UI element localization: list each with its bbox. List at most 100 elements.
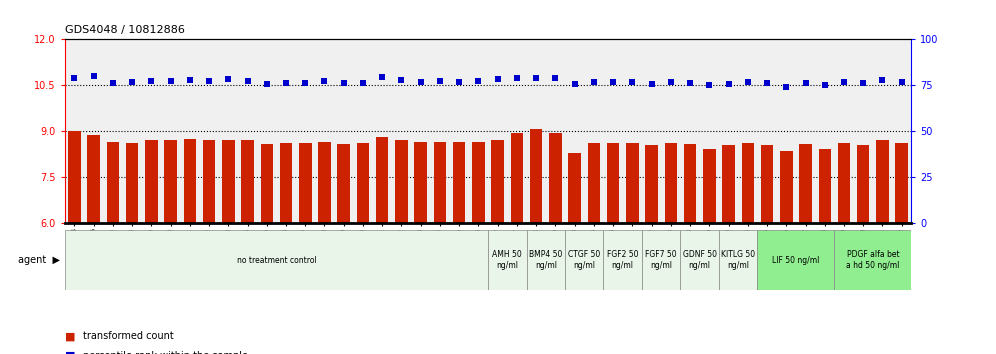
Text: ■: ■ [65, 331, 79, 341]
FancyBboxPatch shape [565, 230, 604, 290]
Bar [395, 139, 407, 223]
Point [374, 74, 390, 80]
Text: GDNF 50
ng/ml: GDNF 50 ng/ml [682, 251, 717, 270]
FancyBboxPatch shape [835, 230, 911, 290]
FancyBboxPatch shape [65, 230, 488, 290]
Point [778, 84, 794, 90]
Text: PDGF alfa bet
a hd 50 ng/ml: PDGF alfa bet a hd 50 ng/ml [847, 251, 899, 270]
Point [201, 79, 217, 84]
Bar [530, 130, 543, 223]
Bar [491, 139, 504, 223]
Bar [338, 144, 350, 223]
FancyBboxPatch shape [719, 230, 757, 290]
Point [798, 80, 814, 86]
Point [701, 82, 717, 88]
Bar [357, 143, 370, 223]
Text: agent  ▶: agent ▶ [18, 255, 60, 265]
Bar [664, 143, 677, 223]
Text: transformed count: transformed count [83, 331, 173, 341]
Bar [68, 131, 81, 223]
Point [663, 79, 679, 85]
Point [490, 76, 506, 82]
Point [124, 79, 140, 85]
Bar [433, 142, 446, 223]
Point [355, 80, 371, 86]
Text: no treatment control: no treatment control [236, 256, 317, 265]
Bar [145, 139, 157, 223]
Bar [261, 144, 273, 223]
Text: BMP4 50
ng/ml: BMP4 50 ng/ml [529, 251, 563, 270]
Bar [125, 143, 138, 223]
FancyBboxPatch shape [757, 230, 835, 290]
Bar [626, 143, 638, 223]
Bar [241, 139, 254, 223]
Bar [742, 143, 754, 223]
Point [278, 80, 294, 86]
Text: FGF7 50
ng/ml: FGF7 50 ng/ml [645, 251, 677, 270]
Bar [549, 132, 562, 223]
Point [105, 80, 121, 86]
Point [586, 79, 602, 84]
Point [817, 82, 833, 88]
Point [220, 76, 236, 82]
Point [317, 78, 333, 84]
Point [548, 75, 564, 81]
Text: KITLG 50
ng/ml: KITLG 50 ng/ml [721, 251, 755, 270]
Bar [203, 139, 215, 223]
Point [86, 74, 102, 79]
Bar [819, 149, 831, 223]
Point [393, 77, 409, 83]
Bar [299, 143, 312, 223]
Bar [857, 145, 870, 223]
Point [240, 78, 256, 84]
Bar [414, 142, 427, 223]
Bar [645, 145, 657, 223]
Point [528, 75, 544, 80]
Point [143, 78, 159, 84]
Bar [838, 143, 851, 223]
Point [470, 78, 486, 84]
Point [412, 79, 428, 84]
Bar [164, 139, 177, 223]
Point [567, 81, 583, 87]
Text: AMH 50
ng/ml: AMH 50 ng/ml [492, 251, 522, 270]
Bar [88, 135, 100, 223]
Text: LIF 50 ng/ml: LIF 50 ng/ml [772, 256, 820, 265]
Point [874, 77, 890, 83]
Point [624, 79, 640, 85]
Bar [280, 143, 292, 223]
FancyBboxPatch shape [604, 230, 642, 290]
Bar [607, 143, 620, 223]
Point [182, 77, 198, 83]
Bar [183, 139, 196, 223]
Point [336, 80, 352, 86]
Point [682, 80, 698, 86]
Point [759, 80, 775, 86]
FancyBboxPatch shape [680, 230, 719, 290]
Point [643, 81, 659, 87]
Bar [722, 145, 735, 223]
Bar [703, 149, 715, 223]
FancyBboxPatch shape [488, 230, 527, 290]
Point [259, 81, 275, 87]
Text: CTGF 50
ng/ml: CTGF 50 ng/ml [568, 251, 601, 270]
Bar [799, 144, 812, 223]
Bar [107, 142, 120, 223]
Bar [780, 151, 793, 223]
Point [740, 79, 756, 84]
Point [893, 79, 909, 84]
Bar [472, 142, 485, 223]
Point [432, 78, 448, 84]
Point [451, 79, 467, 84]
Point [836, 79, 852, 84]
Point [856, 80, 872, 86]
Point [162, 79, 178, 84]
Bar [375, 137, 388, 223]
Point [297, 80, 313, 86]
Text: ■: ■ [65, 351, 79, 354]
Text: FGF2 50
ng/ml: FGF2 50 ng/ml [607, 251, 638, 270]
Point [606, 79, 622, 84]
Point [509, 75, 525, 81]
Bar [453, 142, 465, 223]
Bar [684, 144, 696, 223]
